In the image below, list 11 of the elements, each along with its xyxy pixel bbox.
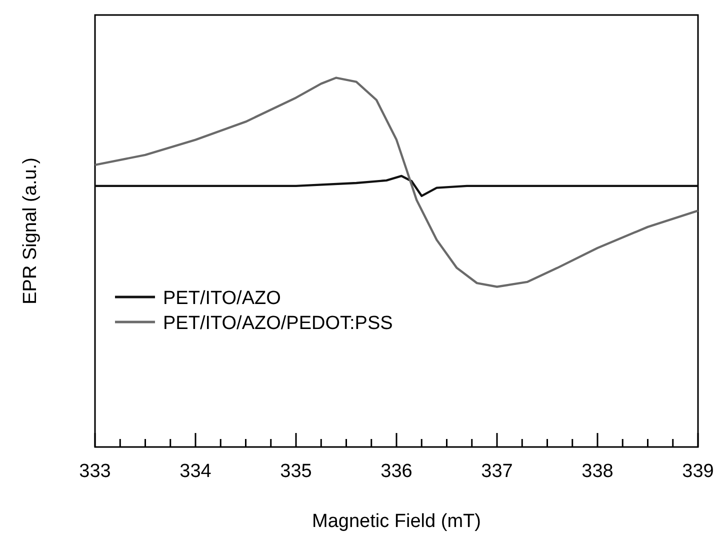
- x-tick-label: 336: [380, 461, 412, 482]
- x-axis-title: Magnetic Field (mT): [312, 511, 481, 532]
- legend-label: PET/ITO/AZO: [163, 288, 281, 309]
- y-axis-title: EPR Signal (a.u.): [20, 158, 41, 304]
- x-tick-label: 339: [682, 461, 714, 482]
- x-tick-label: 335: [280, 461, 312, 482]
- x-tick-label: 334: [180, 461, 212, 482]
- x-tick-label: 338: [582, 461, 614, 482]
- x-tick-label: 333: [79, 461, 111, 482]
- x-tick-label: 337: [481, 461, 513, 482]
- legend-label: PET/ITO/AZO/PEDOT:PSS: [163, 313, 393, 334]
